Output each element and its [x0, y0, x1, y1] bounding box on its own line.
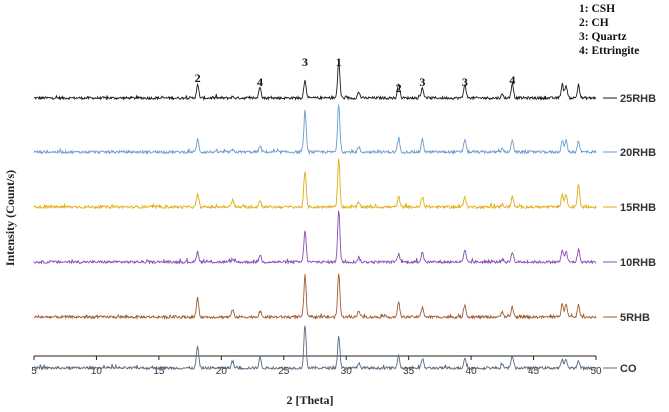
series-line-10rhb — [33, 210, 597, 265]
peak-label: 3 — [462, 75, 468, 89]
y-axis-label: Intensity (Count/s) — [3, 170, 17, 266]
series-line-15rhb — [33, 158, 597, 210]
x-tick-label: 25 — [278, 366, 290, 377]
legend-entry-3: 3: Quartz — [579, 31, 627, 43]
series-label-co: CO — [620, 363, 637, 375]
series-label-15rhb: 15RHB — [620, 202, 656, 214]
series-layer — [33, 62, 597, 372]
series-line-20rhb — [33, 104, 597, 155]
series-line-25rhb — [33, 62, 597, 102]
series-label-20rhb: 20RHB — [620, 147, 656, 159]
peak-label: 4 — [257, 75, 263, 89]
series-labels: 25RHB 20RHB 15RHB 10RHB 5RHB CO — [603, 93, 656, 375]
x-axis-ticks: 5 10 15 20 25 30 35 40 45 50 — [31, 356, 602, 377]
legend-entry-4: 4: Ettringite — [579, 45, 639, 57]
peak-labels: 2 4 3 1 2 3 3 4 — [195, 55, 516, 95]
peak-label: 1 — [336, 55, 342, 69]
x-tick-label: 30 — [341, 366, 353, 377]
x-tick-label: 35 — [403, 366, 415, 377]
series-label-25rhb: 25RHB — [620, 93, 656, 105]
peak-label: 2 — [396, 81, 402, 95]
x-tick-label: 50 — [590, 366, 602, 377]
x-tick-label: 15 — [153, 366, 165, 377]
series-label-5rhb: 5RHB — [620, 312, 650, 324]
series-label-10rhb: 10RHB — [620, 257, 656, 269]
series-line-5rhb — [33, 273, 597, 320]
x-tick-label: 10 — [91, 366, 103, 377]
x-tick-label: 40 — [466, 366, 478, 377]
peak-label: 3 — [419, 75, 425, 89]
peak-label: 3 — [302, 55, 308, 69]
peak-label: 4 — [509, 73, 515, 87]
x-tick-label: 5 — [31, 366, 37, 377]
x-tick-label: 20 — [216, 366, 228, 377]
series-line-co — [33, 325, 597, 372]
legend-entry-2: 2: CH — [579, 17, 609, 29]
peak-label: 2 — [195, 71, 201, 85]
legend: 1: CSH 2: CH 3: Quartz 4: Ettringite — [579, 3, 639, 57]
x-tick-label: 45 — [528, 366, 540, 377]
legend-entry-1: 1: CSH — [579, 3, 615, 15]
x-axis-label: 2 [Theta] — [287, 393, 334, 407]
